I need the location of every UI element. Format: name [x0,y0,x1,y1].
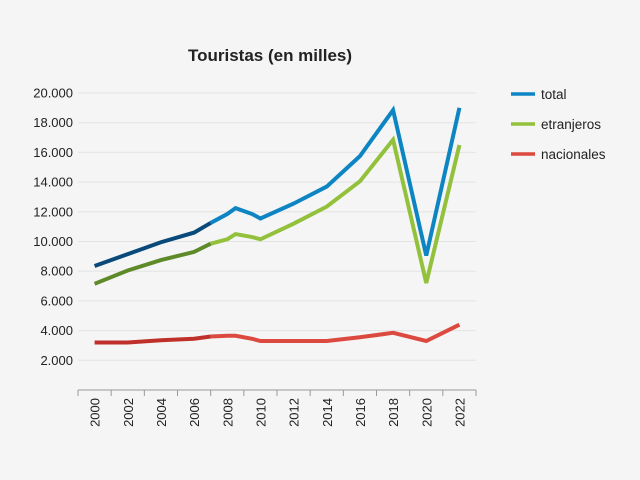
series-line-total [209,105,462,257]
x-tick-label: 2004 [154,398,169,427]
x-tick-label: 2006 [187,398,202,427]
y-tick-label: 18.000 [33,115,73,130]
series-line-etranjeros-early [93,241,212,286]
y-tick-label: 4.000 [40,323,73,338]
x-tick-label: 2012 [287,398,302,427]
x-tick-label: 2008 [220,398,235,427]
legend-label-etranjeros: etranjeros [541,117,601,132]
axes: 2.000 4.000 6.000 8.000 10.000 12.000 14.000 16… [33,86,477,427]
gridlines [78,92,476,361]
legend: total etranjeros nacionales [511,87,606,162]
series-line-etranjeros [210,135,462,284]
y-tick-label: 16.000 [33,145,73,160]
y-tick-label: 8.000 [40,264,73,279]
y-tick-label: 20.000 [33,86,73,101]
y-tick-label: 12.000 [33,204,73,219]
x-tick-label: 2002 [121,398,136,427]
y-tick-label: 2.000 [40,353,73,368]
legend-label-nacionales: nacionales [541,147,606,162]
series-line-nacionales [210,322,461,344]
x-tick-label: 2020 [419,398,434,427]
x-tick-label: 2014 [320,398,335,427]
x-tick-label: 2016 [353,398,368,427]
x-tick-label: 2018 [386,398,401,427]
x-tick-label: 2010 [253,398,268,427]
x-tick-label: 2022 [452,398,467,427]
y-tick-label: 10.000 [33,234,73,249]
x-tick-label: 2000 [88,398,103,427]
series-line-nacionales-early [94,334,211,345]
series-line-total-early [93,221,212,268]
chart-title: Touristas (en milles) [188,46,352,65]
y-tick-label: 6.000 [40,293,73,308]
series-lines [93,105,462,345]
legend-label-total: total [541,87,567,102]
y-tick-label: 14.000 [33,175,73,190]
